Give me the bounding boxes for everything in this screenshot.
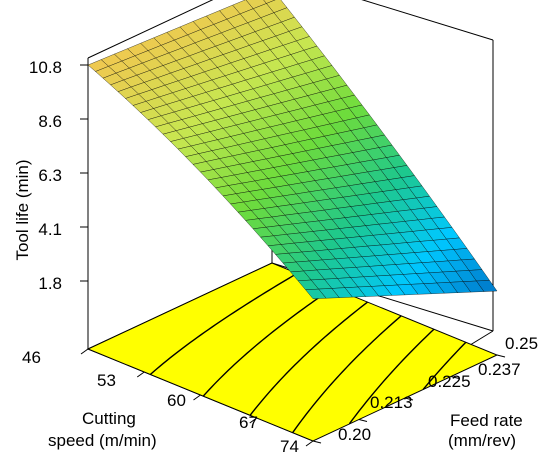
x-tick-label: 67	[239, 413, 258, 432]
x-axis: 46 53 60 67 74 Cutting speed (m/min)	[22, 348, 299, 456]
z-tick-label: 1.8	[38, 274, 62, 293]
y-tick-label: 0.237	[478, 360, 521, 379]
floor-plane	[86, 262, 499, 442]
z-tick-label: 4.1	[38, 220, 62, 239]
y-tick-label: 0.225	[428, 372, 471, 391]
y-axis-label-line2: (mm/rev)	[448, 431, 516, 450]
contour-floor	[86, 262, 499, 442]
x-tick-label: 53	[97, 371, 116, 390]
x-tick	[193, 394, 201, 401]
z-tick-label: 8.6	[38, 112, 62, 131]
x-tick	[80, 348, 89, 355]
x-tick	[305, 440, 314, 447]
frame-edge	[87, 0, 214, 59]
x-tick-label: 60	[167, 391, 186, 410]
y-tick-label: 0.20	[338, 425, 371, 444]
z-axis: 10.8 8.6 6.3 4.1 1.8 Tool life (min)	[13, 58, 62, 293]
contour-line	[422, 341, 467, 390]
y-axis: 0.20 0.213 0.225 0.237 0.25 Feed rate (m…	[338, 334, 538, 450]
contour-line	[149, 272, 298, 376]
y-tick	[358, 419, 368, 422]
x-tick	[136, 371, 145, 378]
contour-line	[292, 315, 402, 434]
x-tick-label: 46	[22, 348, 41, 367]
y-tick	[404, 397, 414, 401]
y-tick-label: 0.25	[505, 334, 538, 353]
x-axis-label-line2: speed (m/min)	[48, 431, 157, 450]
response-surface	[87, 0, 498, 299]
y-tick	[450, 376, 460, 379]
z-tick-label: 6.3	[38, 166, 62, 185]
z-tick-label: 10.8	[29, 58, 62, 77]
y-tick-label: 0.213	[370, 393, 413, 412]
y-axis-label-line1: Feed rate	[450, 411, 523, 430]
surface-cell	[305, 288, 327, 299]
frame-edge	[361, 0, 494, 41]
x-axis-label-line1: Cutting	[82, 409, 136, 428]
contour-line	[348, 328, 435, 425]
x-tick-label: 74	[280, 437, 299, 456]
x-tick	[249, 417, 258, 424]
y-tick	[496, 354, 506, 358]
contour-line	[249, 301, 368, 416]
z-axis-label: Tool life (min)	[13, 159, 32, 260]
contour-line	[202, 287, 334, 397]
y-tick	[312, 440, 322, 444]
